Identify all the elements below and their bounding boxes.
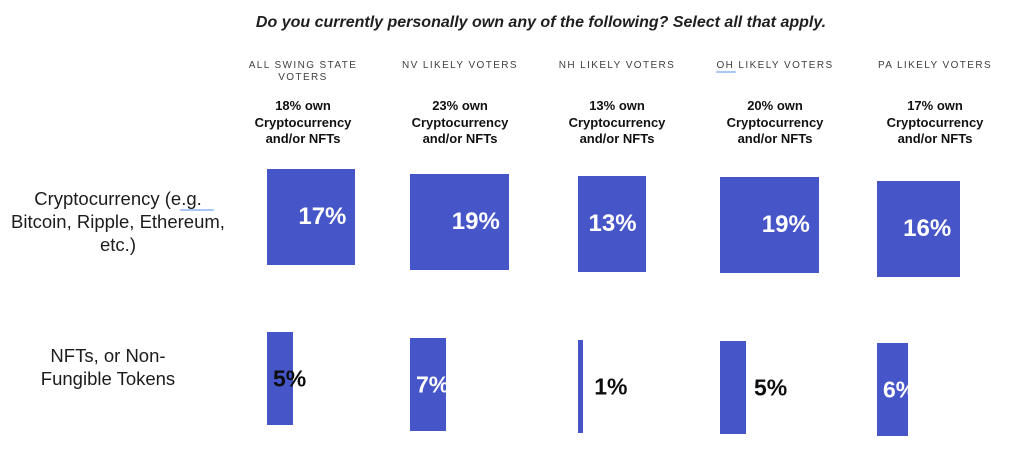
group-header-oh: OH LIKELY VOTERS — [716, 60, 834, 71]
bar-nfts-nh: 1% — [578, 340, 627, 433]
group-summary-pa: 17% own Cryptocurrency and/or NFTs — [886, 98, 984, 146]
chart-title: Do you currently personally own any of t… — [255, 14, 827, 31]
bar-crypto-all-swing-state: 17% — [267, 169, 356, 265]
bar-value-label: 17% — [298, 203, 347, 230]
group-summary-all-swing-state: 18% own Cryptocurrency and/or NFTs — [254, 98, 352, 146]
group-header-pa: PA LIKELY VOTERS — [877, 60, 993, 71]
bar-value-label: 6% — [883, 376, 917, 402]
bar-value-label: 7% — [416, 371, 450, 397]
bar-value-label: 16% — [903, 215, 952, 242]
row-label-nfts: NFTs, or Non-Fungible Tokens — [40, 345, 176, 389]
bar-nfts-nv: 7% — [410, 338, 450, 431]
bar-nfts-pa: 6% — [877, 343, 916, 436]
bar-value-label: 1% — [594, 373, 628, 399]
row-label-cryptocurrency: Cryptocurrency (e.g. Bitcoin, Ripple, Et… — [11, 188, 225, 255]
bar-crypto-nv: 19% — [410, 174, 509, 270]
bar-value-label: 19% — [761, 211, 810, 238]
group-header-nv: NV LIKELY VOTERS — [402, 60, 518, 71]
bar-crypto-pa: 16% — [877, 181, 961, 277]
group-summary-oh: 20% own Cryptocurrency and/or NFTs — [726, 98, 824, 146]
spellcheck-underline-eg — [180, 209, 214, 211]
bar-value-label: 5% — [754, 374, 788, 400]
bar-crypto-oh: 19% — [720, 177, 819, 273]
group-header-nh: NH LIKELY VOTERS — [558, 60, 676, 71]
group-summary-nh: 13% own Cryptocurrency and/or NFTs — [568, 98, 666, 146]
bar-value-label: 13% — [588, 210, 637, 237]
group-summary-nv: 23% own Cryptocurrency and/or NFTs — [411, 98, 509, 146]
group-header-all-swing-state: ALL SWING STATE VOTERS — [248, 60, 358, 83]
bar-nfts-oh: 5% — [720, 341, 787, 434]
bar-crypto-nh: 13% — [578, 176, 646, 272]
bar-value-label: 19% — [451, 208, 500, 235]
spellcheck-underline-oh — [716, 71, 736, 73]
bar-value-label: 5% — [273, 365, 307, 391]
bar-nfts-all-swing-state: 5% — [267, 332, 306, 425]
